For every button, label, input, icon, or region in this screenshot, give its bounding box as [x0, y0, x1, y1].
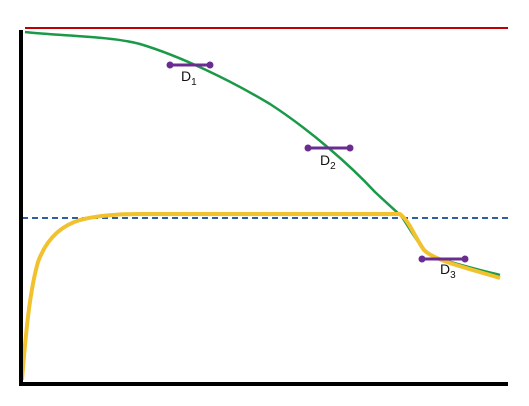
marker-label: D2: [320, 152, 336, 172]
label-letter: D: [181, 68, 191, 84]
label-letter: D: [320, 152, 330, 168]
marker-label: D3: [440, 261, 456, 281]
marker-dot: [418, 255, 426, 263]
marker-dot: [346, 144, 354, 152]
marker-dot: [206, 61, 214, 69]
marker-dot: [304, 144, 312, 152]
label-subscript: 3: [450, 270, 456, 281]
marker-d1: D1: [166, 61, 214, 88]
yellow-curve: [20, 212, 501, 381]
marker-dot: [166, 61, 174, 69]
marker-dot: [461, 255, 469, 263]
label-subscript: 1: [191, 77, 197, 88]
label-subscript: 2: [330, 161, 336, 172]
marker-d3: D3: [418, 255, 469, 281]
marker-d2: D2: [304, 144, 354, 172]
marker-label: D1: [181, 68, 197, 88]
label-letter: D: [440, 261, 450, 277]
green-curve: [24, 30, 501, 277]
